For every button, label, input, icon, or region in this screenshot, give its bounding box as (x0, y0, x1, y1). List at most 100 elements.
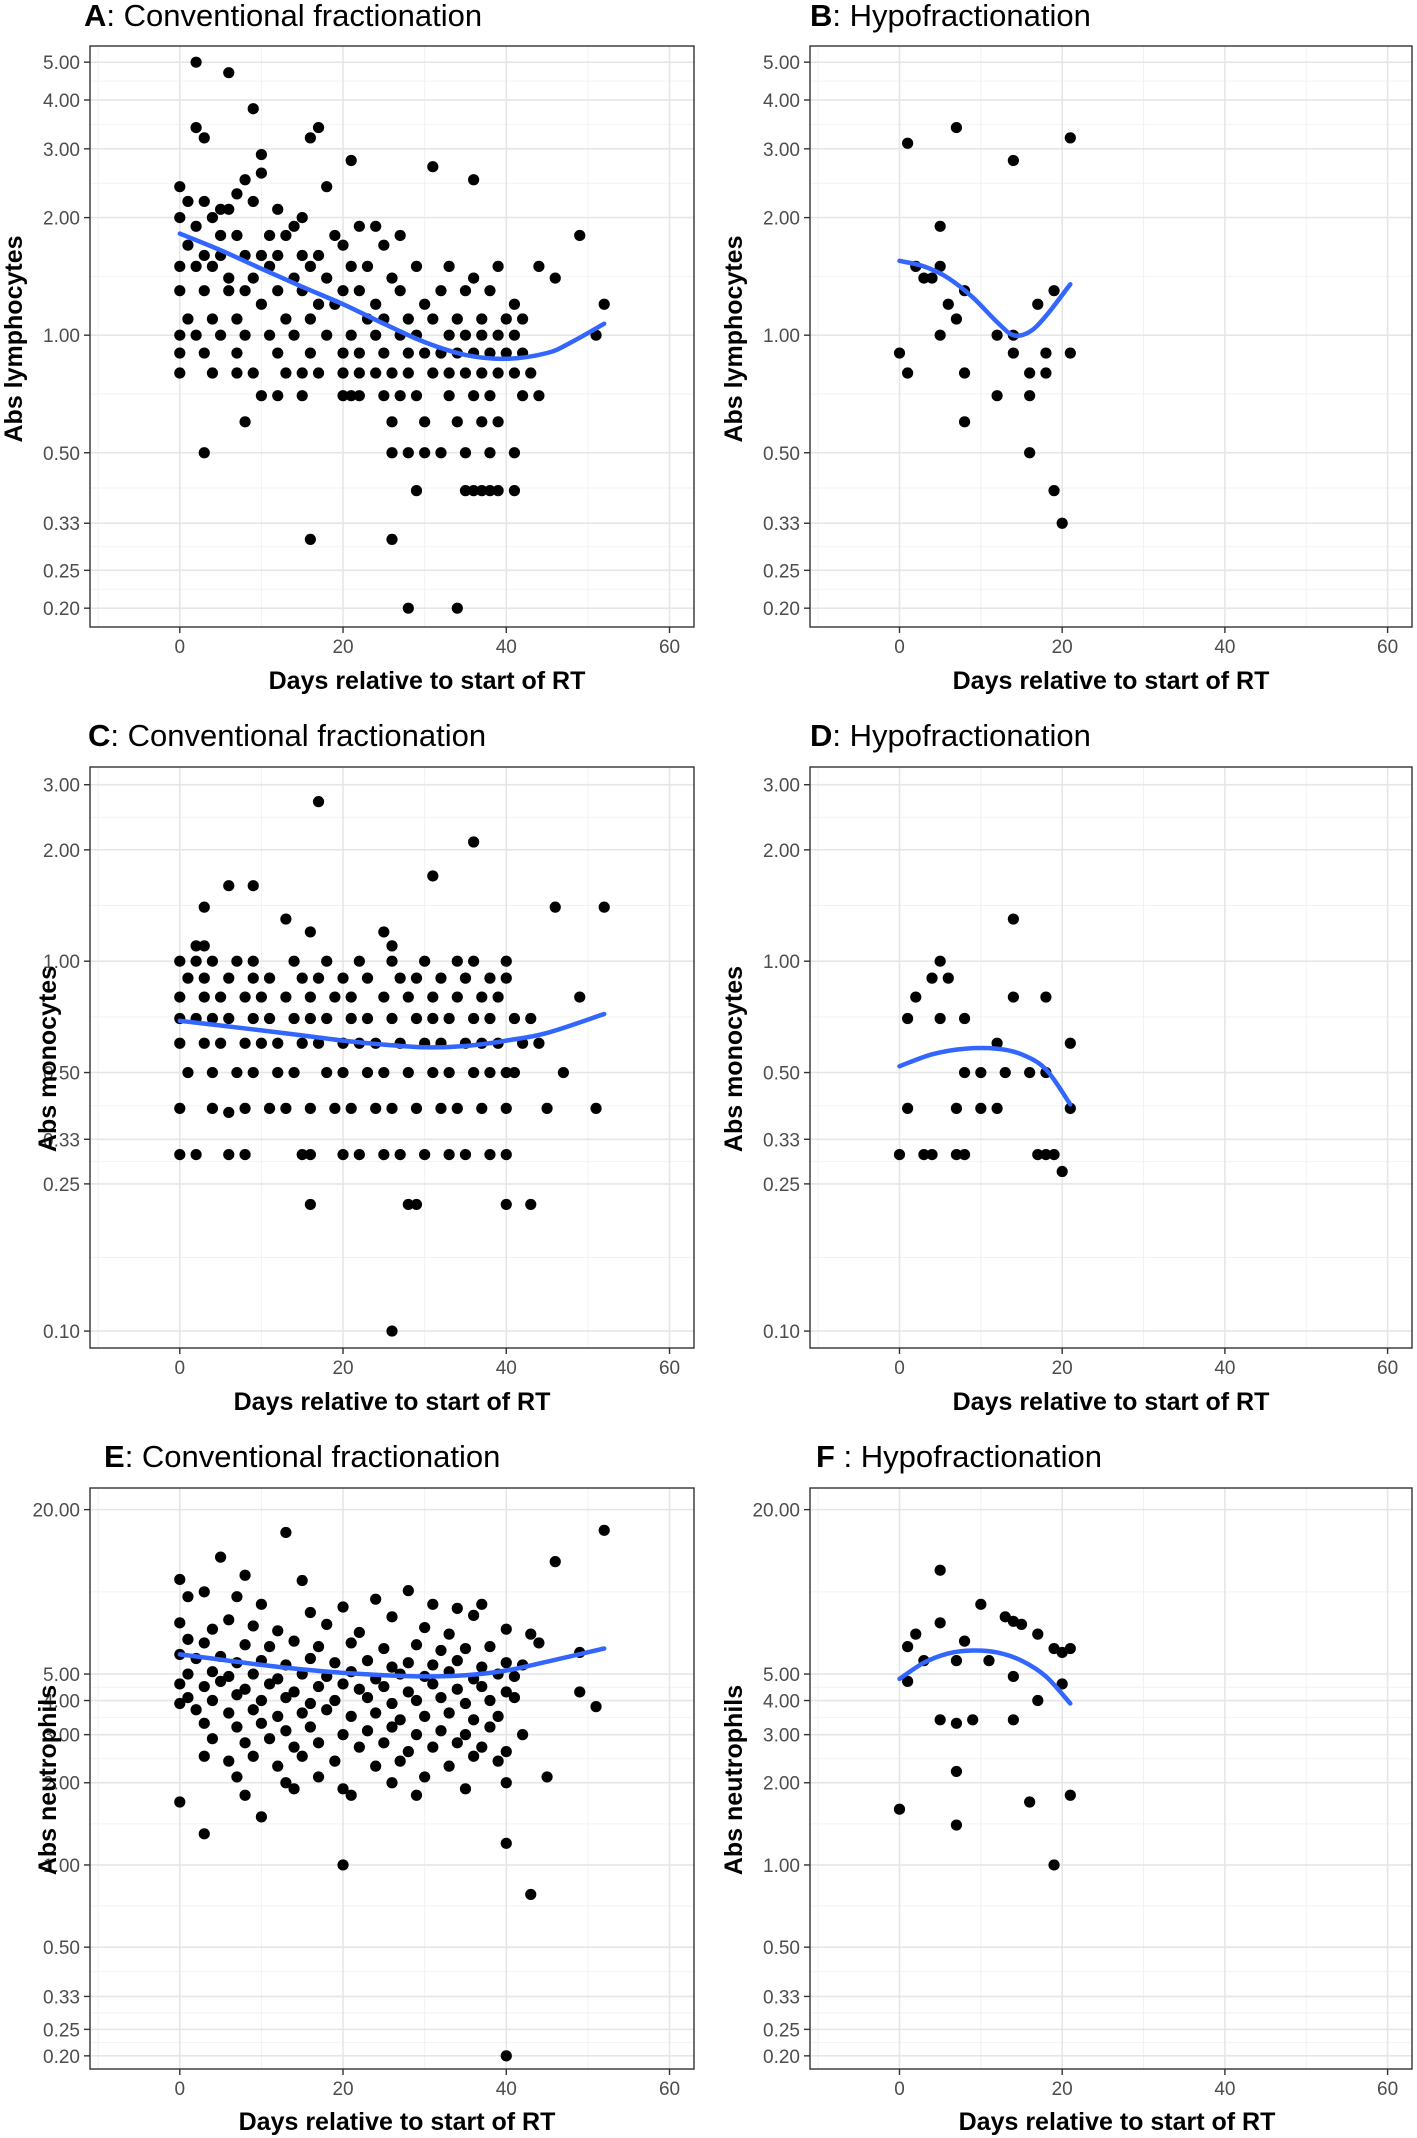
panel-d-data-point (1048, 1149, 1060, 1161)
panel-d-x-tick-label: 40 (1214, 1358, 1235, 1379)
panel-c-data-point (500, 1102, 512, 1114)
panel-a-x-tick-label: 40 (496, 637, 517, 658)
panel-a-data-point (443, 367, 455, 379)
panel-a-data-point (337, 239, 349, 251)
panel-b-smooth-curve (897, 258, 1073, 339)
panel-a-data-point (386, 272, 398, 284)
panel-a: A: Conventional fractionation 0 20 40 60 0.2… (0, 0, 695, 695)
panel-a-data-point (288, 329, 300, 341)
panel-c-data-point (296, 1149, 308, 1161)
panel-c-y-axis-label: Abs monocytes (34, 966, 62, 1152)
panel-d-data-point (902, 1102, 914, 1114)
panel-c-x-axis-label: Days relative to start of RT (234, 1388, 551, 1416)
panel-d-data-point (958, 1066, 971, 1079)
panel-b-y-tick-label: 1.00 (763, 326, 800, 347)
panel-f-data-point (1007, 1670, 1019, 1683)
panel-d-x-tick-label: 20 (1052, 1358, 1073, 1379)
svg-text:E: Conventional fractionation: E: Conventional fractionation (104, 1439, 500, 1474)
panel-c-data-point (223, 1106, 235, 1119)
panel-c-data-point (174, 1149, 186, 1161)
panel-e-x-tick-label: 60 (659, 2079, 680, 2100)
panel-e-data-point (239, 1683, 251, 1695)
panel-a-title: Conventional fractionation (124, 0, 482, 33)
panel-b-data-point (1007, 154, 1019, 167)
panel-a-data-point (223, 67, 235, 79)
panel-f-data-point (910, 1628, 922, 1640)
panel-a-data-point (370, 367, 382, 379)
panel-d-data-point (975, 1102, 987, 1114)
panel-d-y-tick-label: 0.10 (763, 1322, 800, 1343)
panel-e-data-point (378, 1642, 390, 1655)
panel-e-y-tick-label: 5.00 (43, 1665, 80, 1686)
panel-a-data-point (198, 195, 210, 208)
panel-e-data-point (492, 1755, 504, 1767)
panel-c-data-point (288, 955, 300, 967)
panel-a-data-point (214, 329, 227, 341)
panel-e-data-point (263, 1733, 276, 1745)
panel-c-data-point (312, 1037, 325, 1049)
panel-b-panel-border (809, 45, 1413, 628)
panel-a-data-point (231, 229, 243, 242)
panel-a-panel-border (89, 45, 695, 628)
panel-f-data-point (950, 1717, 963, 1729)
panel-a-data-point (263, 329, 276, 341)
panel-e-data-point (182, 1691, 194, 1704)
panel-e-data-point (321, 1618, 333, 1630)
panel-a-data-point (484, 285, 496, 297)
panel-c-data-point (508, 1012, 521, 1025)
panel-b-y-tick-label: 0.25 (763, 561, 800, 582)
panel-a-data-point (321, 272, 333, 284)
panel-e-y-tick-label: 2.00 (43, 1774, 80, 1795)
panel-a-data-point (484, 447, 496, 459)
panel-c-data-point (296, 972, 308, 984)
panel-a-data-point (198, 132, 210, 144)
panel-f-y-tick-label: 0.25 (763, 2020, 800, 2041)
panel-e-data-point (370, 1707, 382, 1719)
panel-a-data-point (321, 181, 333, 193)
panel-c-title: Conventional fractionation (128, 718, 486, 753)
panel-e-data-point (443, 1707, 455, 1719)
panel-e-data-point (484, 1721, 496, 1733)
panel-a-data-point (174, 367, 186, 379)
panel-c-data-point (451, 991, 463, 1003)
panel-c-data-point (280, 913, 292, 925)
panel-c-data-point (198, 901, 210, 913)
panel-e-data-point (312, 1771, 325, 1783)
panel-e-data-point (443, 1628, 455, 1640)
panel-a-data-point (214, 203, 227, 215)
panel-e: E: Conventional fractionation 0 20 40 60 0.2… (32, 1439, 695, 2136)
panel-e-y-tick-label: 0.33 (43, 1987, 80, 2008)
panel-a-data-point (443, 390, 455, 402)
panel-c-data-point (410, 1012, 423, 1025)
panel-c-data-point (459, 972, 472, 984)
panel-f-y-tick-label: 1.00 (763, 1856, 800, 1877)
panel-f-title: Hypofractionation (861, 1439, 1102, 1474)
panel-e-data-point (231, 1721, 243, 1733)
panel-f-y-tick-label: 20.00 (752, 1501, 800, 1522)
panel-e-data-point (468, 1750, 480, 1762)
panel-b-x-axis-label: Days relative to start of RT (953, 667, 1270, 695)
panel-a-data-point (174, 211, 186, 224)
panel-a-label: A (84, 0, 106, 33)
panel-c-data-point (419, 1149, 431, 1161)
panel-e-data-point (361, 1655, 374, 1667)
panel-e-data-point (410, 1639, 423, 1651)
panel-d-x-tick-label: 60 (1377, 1358, 1398, 1379)
panel-c-data-point (386, 1102, 398, 1114)
panel-e-data-point (419, 1771, 431, 1783)
panel-c-plot-area: 0 20 40 60 0.10 0.25 0.33 0.50 1.00 2.00 3.00 (43, 766, 695, 1379)
panel-e-data-point (255, 1811, 268, 1823)
panel-a-y-tick-label: 4.00 (43, 91, 80, 112)
panel-c-data-point (272, 1037, 284, 1049)
panel-a-data-point (500, 313, 512, 325)
panel-a-data-point (312, 121, 325, 134)
panel-e-data-point (174, 1678, 186, 1690)
panel-f: F : Hypofractionation 0 20 40 60 0.20 0.25 0.3… (720, 1439, 1413, 2136)
panel-e-data-point (419, 1710, 431, 1722)
panel-c-data-point (443, 1012, 455, 1025)
panel-d-y-tick-label: 2.00 (763, 841, 800, 862)
panel-c-data-point (378, 1066, 390, 1079)
panel-e-data-point (206, 1733, 219, 1745)
panel-e-data-point (353, 1683, 365, 1695)
panel-c-data-point (206, 1012, 219, 1025)
